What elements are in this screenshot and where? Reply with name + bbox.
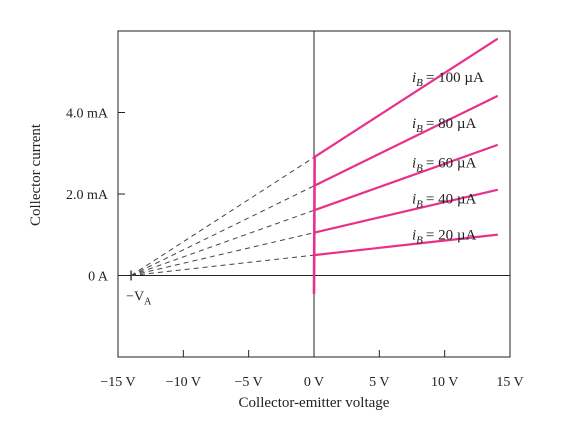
series-label: iB = 80 µA: [412, 116, 477, 135]
x-tick-label: 10 V: [431, 375, 458, 390]
x-tick-label: −15 V: [100, 375, 135, 390]
extrapolation-line: [131, 254, 315, 276]
series-line: [312, 95, 499, 187]
series-line: [312, 38, 499, 159]
x-tick-label: 5 V: [369, 375, 389, 390]
y-tick-label: 4.0 mA: [66, 107, 109, 122]
x-tick-label: 15 V: [496, 375, 523, 390]
x-axis-title: Collector-emitter voltage: [239, 395, 390, 411]
y-tick-label: 2.0 mA: [66, 188, 109, 203]
series-label: iB = 60 µA: [412, 155, 477, 174]
series-label: iB = 100 µA: [412, 70, 484, 89]
series-label: iB = 20 µA: [412, 228, 477, 247]
extrapolation-line: [130, 156, 315, 276]
saturation-segment: [312, 157, 316, 294]
y-axis-title: Collector current: [28, 123, 44, 226]
x-tick-label: −5 V: [235, 375, 263, 390]
x-tick-label: −10 V: [166, 375, 201, 390]
extrapolation-line: [130, 232, 315, 276]
y-tick-label: 0 A: [88, 270, 109, 285]
x-tick-label: 0 V: [304, 375, 324, 390]
extrapolation-line: [130, 185, 315, 276]
early-voltage-label: −VA: [126, 290, 152, 308]
series-line: [312, 144, 499, 212]
series-line: [312, 233, 499, 257]
series-line: [312, 188, 499, 234]
series-label: iB = 40 µA: [412, 192, 477, 211]
